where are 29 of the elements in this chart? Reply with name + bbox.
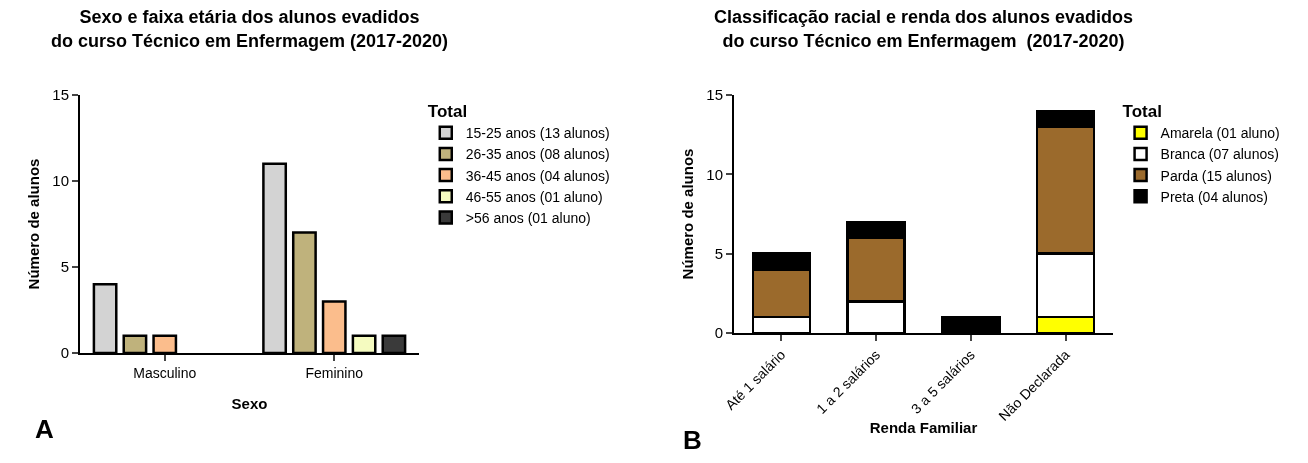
text: A	[35, 414, 54, 444]
y-tick-label: 5	[714, 244, 723, 262]
x-tick-label: Feminino	[305, 364, 364, 381]
legend-label: 46-55 anos (01 aluno)	[465, 188, 603, 205]
chart-title: Sexo e faixa etária dos alunos evadidos do curso Técnico em Enfermagem (2017-2020)	[50, 7, 449, 51]
legend-label: 36-45 anos (04 alunos)	[465, 167, 610, 184]
legend-label: >56 anos (01 aluno)	[465, 209, 591, 226]
y-tick-label: 0	[714, 324, 723, 342]
y-tick-label: 10	[52, 172, 69, 190]
y-tick-label: 5	[60, 258, 69, 276]
text: B	[683, 425, 702, 455]
x-axis-title: Sexo	[231, 395, 268, 412]
legend-label: Branca (07 alunos)	[1160, 146, 1279, 163]
legend-label: 15-25 anos (13 alunos)	[465, 125, 610, 142]
y-tick-label: 15	[706, 86, 723, 104]
chart-title: Classificação racial e renda dos alunos evadidos do curso Técnico em Enfermagem (2017-2020)	[713, 7, 1134, 51]
y-tick-label: 0	[60, 344, 69, 362]
y-tick-label: 15	[52, 86, 69, 104]
legend-title: Total	[1122, 102, 1162, 122]
legend-label: Parda (15 alunos)	[1160, 167, 1272, 184]
legend-label: 26-35 anos (08 alunos)	[465, 146, 610, 163]
legend-label: Amarela (01 aluno)	[1160, 125, 1280, 142]
y-tick-label: 10	[706, 165, 723, 183]
x-tick-label: Masculino	[133, 364, 197, 381]
legend-title: Total	[427, 102, 468, 122]
x-axis-title: Renda Familiar	[869, 418, 978, 436]
y-axis-title: Número de alunos	[25, 158, 42, 290]
y-axis-title: Número de alunos	[679, 148, 696, 280]
legend-label: Preta (04 alunos)	[1160, 188, 1268, 205]
